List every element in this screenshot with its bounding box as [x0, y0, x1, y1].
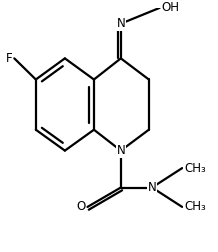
Text: CH₃: CH₃ — [184, 162, 206, 175]
Text: CH₃: CH₃ — [184, 200, 206, 213]
Text: N: N — [116, 17, 125, 30]
Text: OH: OH — [161, 2, 179, 14]
Text: N: N — [116, 144, 125, 157]
Text: N: N — [148, 181, 157, 194]
Text: O: O — [77, 200, 86, 213]
Text: F: F — [6, 52, 13, 65]
